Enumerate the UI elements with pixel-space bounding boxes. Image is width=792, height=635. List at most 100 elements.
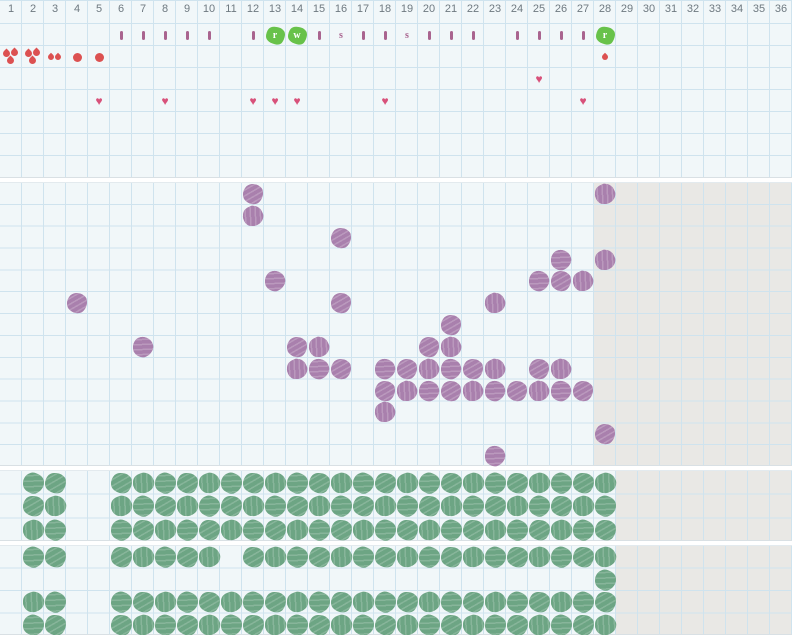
blood-drop-icon	[53, 52, 63, 62]
day-label[interactable]: 3	[51, 3, 59, 15]
day-label[interactable]: 24	[510, 3, 524, 15]
day-label[interactable]: 5	[95, 3, 103, 15]
green-scribble-icon	[484, 547, 506, 568]
purple-scribble-icon	[375, 358, 395, 379]
day-label[interactable]: 31	[664, 3, 678, 15]
day-label[interactable]: 17	[356, 3, 370, 15]
green-scribble-icon	[110, 592, 132, 613]
green-scribble-icon	[308, 547, 330, 568]
future-days-shade	[616, 546, 792, 634]
cycle-tick-icon	[449, 30, 453, 40]
day-label[interactable]: 20	[422, 3, 436, 15]
green-scribble-icon	[440, 592, 462, 613]
day-label[interactable]: 30	[642, 3, 656, 15]
green-scribble-icon	[594, 592, 616, 613]
day-label[interactable]: 13	[268, 3, 282, 15]
purple-scribble-icon	[595, 249, 615, 270]
day-label[interactable]: 34	[730, 3, 744, 15]
flow-cell	[22, 46, 44, 68]
cycle-tick-icon	[185, 30, 189, 40]
green-scribble-icon	[374, 547, 396, 568]
purple-scribble-icon	[529, 380, 549, 401]
green-grid-panel-2	[0, 545, 792, 635]
day-label[interactable]: 11	[225, 3, 237, 15]
day-label[interactable]: 26	[554, 3, 568, 15]
purple-scribble-icon	[551, 358, 571, 379]
green-scribble-icon	[594, 496, 616, 517]
green-scribble-icon	[484, 592, 506, 613]
green-scribble-icon	[418, 520, 440, 541]
green-scribble-icon	[352, 614, 374, 635]
green-scribble-icon	[242, 547, 264, 568]
day-label[interactable]: 23	[488, 3, 502, 15]
day-label[interactable]: 18	[378, 3, 392, 15]
day-label[interactable]: 32	[686, 3, 700, 15]
flow-cell	[594, 46, 616, 68]
green-scribble-icon	[396, 520, 418, 541]
green-scribble-icon	[506, 614, 528, 635]
day-label[interactable]: 7	[139, 3, 147, 15]
day-label[interactable]: 8	[161, 3, 169, 15]
purple-scribble-icon	[441, 336, 461, 357]
cycle-tick-icon	[163, 30, 167, 40]
day-label[interactable]: 27	[576, 3, 590, 15]
day-label[interactable]: 1	[7, 3, 15, 15]
green-scribble-icon	[506, 520, 528, 541]
day-label[interactable]: 14	[290, 3, 304, 15]
cycle-tick-icon	[559, 30, 563, 40]
day-label[interactable]: 12	[246, 3, 260, 15]
heart-icon: ♥	[293, 94, 301, 108]
day-label[interactable]: 35	[752, 3, 766, 15]
green-scribble-icon	[264, 592, 286, 613]
green-scribble-icon	[154, 592, 176, 613]
heart-cell: ♥	[286, 90, 308, 112]
green-scribble-icon	[22, 547, 44, 568]
green-scribble-layer-2	[0, 546, 792, 635]
green-scribble-icon	[154, 614, 176, 635]
green-scribble-icon	[198, 520, 220, 541]
purple-scribble-icon	[67, 293, 87, 314]
green-scribble-icon	[440, 547, 462, 568]
purple-scribble-icon	[419, 358, 439, 379]
cycle-tick-icon	[383, 30, 387, 40]
day-label[interactable]: 25	[532, 3, 546, 15]
green-scribble-icon	[44, 592, 66, 613]
marker-cell	[308, 24, 330, 46]
marker-cell	[528, 24, 550, 46]
green-scribble-icon	[462, 472, 484, 493]
day-label[interactable]: 21	[444, 3, 458, 15]
green-scribble-icon	[330, 614, 352, 635]
green-scribble-icon	[440, 496, 462, 517]
symbols-panel: 1 2 3 4 5 6 7 8 9 10 11 12 13 14 15 16 17 18 19 20 21 22 23 24 2…	[0, 0, 792, 178]
day-label[interactable]: 29	[620, 3, 634, 15]
purple-scribble-icon	[485, 446, 505, 467]
day-label[interactable]: 16	[334, 3, 348, 15]
marker-cell	[506, 24, 528, 46]
day-label[interactable]: 15	[312, 3, 326, 15]
flow-cell	[0, 46, 22, 68]
green-scribble-icon	[528, 520, 550, 541]
green-scribble-icon	[198, 614, 220, 635]
purple-scribble-icon	[441, 315, 461, 336]
purple-scribble-icon	[309, 336, 329, 357]
green-scribble-icon	[594, 569, 616, 590]
marker-cell	[198, 24, 220, 46]
marker-cell	[440, 24, 462, 46]
green-scribble-icon	[594, 614, 616, 635]
day-label[interactable]: 2	[29, 3, 37, 15]
day-label[interactable]: 10	[202, 3, 216, 15]
green-scribble-icon	[308, 592, 330, 613]
green-scribble-icon	[418, 547, 440, 568]
green-scribble-icon	[352, 520, 374, 541]
day-label[interactable]: 33	[708, 3, 722, 15]
day-label[interactable]: 6	[117, 3, 125, 15]
day-label[interactable]: 19	[400, 3, 414, 15]
day-label[interactable]: 9	[183, 3, 191, 15]
day-label[interactable]: 4	[73, 3, 81, 15]
spotting-dot-icon	[94, 52, 104, 62]
badge-letter: r	[602, 29, 608, 41]
day-label[interactable]: 28	[598, 3, 612, 15]
day-label[interactable]: 36	[774, 3, 788, 15]
day-label[interactable]: 22	[466, 3, 480, 15]
green-scribble-icon	[44, 472, 66, 493]
